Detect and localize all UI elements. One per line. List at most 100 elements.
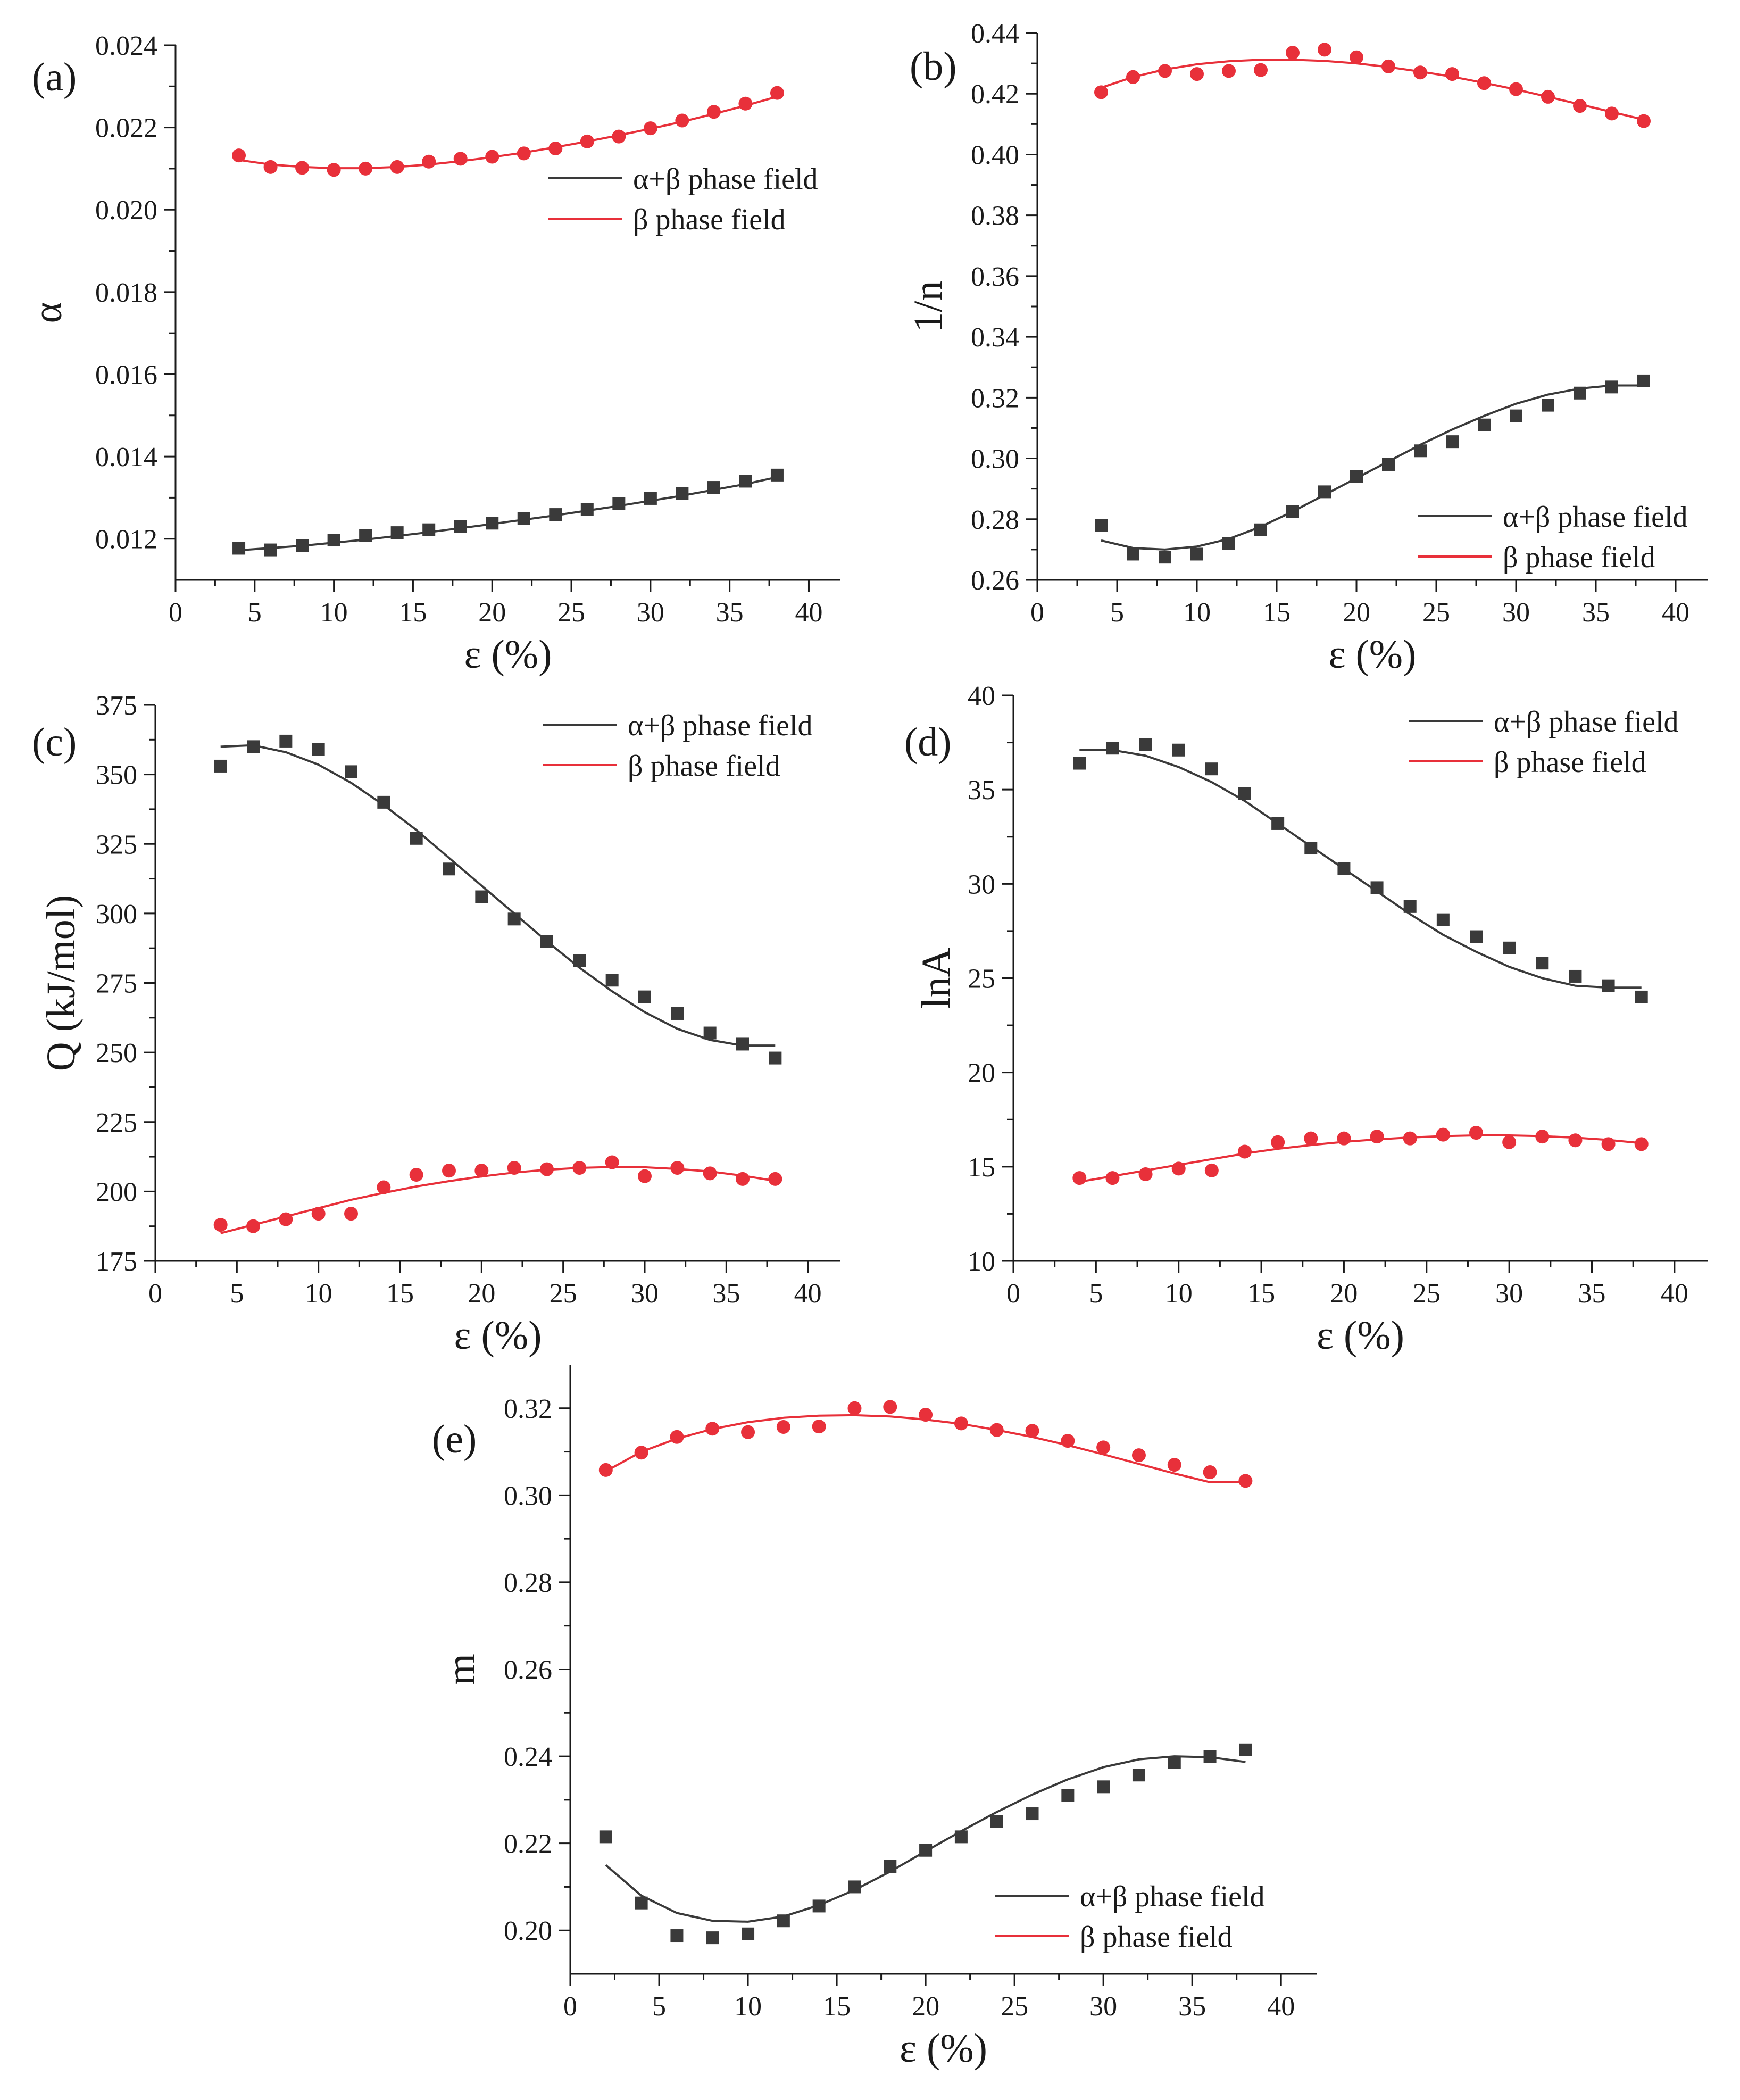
data-point-square	[422, 523, 436, 536]
data-point-square	[377, 795, 390, 809]
data-point-circle	[612, 129, 626, 144]
x-tick-label: 40	[1661, 1279, 1688, 1309]
legend-label-series-2: β phase field	[1494, 746, 1646, 779]
y-tick-label: 0.018	[95, 278, 157, 308]
data-point-square	[919, 1844, 933, 1857]
data-point-square	[1350, 470, 1363, 483]
fit-line-series-1	[1079, 749, 1642, 989]
y-tick-label: 0.32	[971, 383, 1019, 413]
data-point-square	[706, 1931, 719, 1945]
data-point-circle	[812, 1420, 826, 1434]
x-tick-label: 30	[1495, 1279, 1523, 1309]
data-point-square	[549, 508, 562, 521]
legend-label-series-1: α+β phase field	[1503, 501, 1688, 534]
x-tick-label: 0	[563, 1991, 577, 2022]
data-point-square	[580, 503, 594, 516]
data-point-circle	[776, 1420, 790, 1434]
data-point-circle	[670, 1160, 685, 1175]
data-point-square	[345, 765, 357, 778]
x-tick-label: 30	[631, 1279, 659, 1309]
y-tick-label: 10	[968, 1247, 995, 1277]
y-tick-label: 300	[96, 899, 137, 929]
data-point-square	[1286, 505, 1299, 518]
chart-panel-1: 0 5 10 15 20 25 30 35 40 0.012 0.014 0.016 0.018 0.02…	[26, 31, 840, 677]
x-tick-label: 20	[478, 597, 506, 628]
data-point-circle	[580, 134, 594, 148]
x-tick-label: 15	[1263, 597, 1291, 628]
x-tick-label: 35	[1578, 1279, 1606, 1309]
data-point-circle	[232, 148, 246, 163]
data-point-square	[214, 759, 227, 773]
data-point-square	[1503, 941, 1516, 954]
y-tick-label: 0.24	[504, 1742, 552, 1772]
data-point-circle	[1061, 1434, 1075, 1448]
panel-label: (e)	[432, 1417, 477, 1462]
data-point-square	[1238, 787, 1251, 800]
data-point-circle	[1350, 50, 1363, 64]
data-point-circle	[1271, 1135, 1285, 1149]
data-point-square	[1026, 1807, 1039, 1821]
y-axis-title: lnA	[914, 948, 959, 1008]
data-point-circle	[1025, 1424, 1039, 1438]
data-point-circle	[1573, 99, 1587, 113]
y-tick-label: 0.30	[971, 444, 1019, 475]
data-point-square	[507, 912, 521, 926]
data-point-square	[954, 1830, 968, 1844]
legend-label-series-1: α+β phase field	[628, 709, 813, 742]
panel-label: (b)	[910, 44, 957, 89]
data-point-square	[454, 520, 467, 533]
x-tick-label: 20	[1330, 1279, 1358, 1309]
data-point-square	[312, 743, 325, 756]
legend-label-series-2: β phase field	[1503, 541, 1655, 574]
y-tick-label: 0.38	[971, 201, 1019, 231]
data-point-circle	[295, 161, 310, 175]
chart-panel-3: 0 5 10 15 20 25 30 35 40 175 200 225 250 275 300 325 350…	[32, 691, 840, 1358]
y-tick-label: 0.012	[95, 525, 157, 555]
data-point-circle	[1318, 43, 1331, 57]
data-point-square	[279, 734, 293, 748]
data-point-circle	[1634, 1137, 1649, 1151]
data-point-square	[1436, 913, 1450, 926]
data-point-square	[676, 487, 689, 500]
data-point-circle	[1304, 1131, 1318, 1146]
x-tick-label: 5	[652, 1991, 666, 2022]
data-point-circle	[1167, 1458, 1181, 1472]
x-tick-label: 40	[1662, 597, 1689, 628]
data-point-circle	[1190, 67, 1204, 81]
data-point-square	[1602, 979, 1615, 992]
y-tick-label: 0.28	[504, 1568, 552, 1598]
data-point-square	[1635, 990, 1648, 1003]
x-tick-label: 10	[1165, 1279, 1193, 1309]
data-point-square	[1403, 900, 1417, 913]
y-tick-label: 0.020	[95, 195, 157, 226]
data-point-square	[777, 1914, 790, 1928]
chart-panel-2: 0 5 10 15 20 25 30 35 40 0.26 0.28 0.30 0.32 0.34 0.36…	[906, 19, 1708, 677]
data-point-square	[1205, 762, 1218, 776]
data-point-circle	[548, 142, 563, 156]
chart-panel-5: 0 5 10 15 20 25 30 35 40 0.20 0.22 0.24 0.26 0.28 0.30…	[432, 1365, 1317, 2071]
data-point-circle	[706, 105, 721, 119]
data-point-square	[1574, 386, 1586, 400]
data-point-circle	[1238, 1144, 1252, 1159]
data-point-square	[1536, 957, 1549, 970]
data-point-circle	[738, 96, 753, 111]
legend-label-series-2: β phase field	[628, 750, 780, 783]
data-point-circle	[703, 1166, 717, 1181]
data-point-square	[296, 539, 309, 552]
data-point-circle	[1445, 67, 1459, 81]
legend-label-series-1: α+β phase field	[633, 163, 818, 196]
data-point-square	[390, 526, 404, 539]
data-point-circle	[1096, 1440, 1111, 1455]
data-point-square	[327, 534, 340, 547]
data-point-square	[1061, 1789, 1075, 1802]
data-point-square	[1073, 757, 1086, 770]
x-tick-label: 15	[1247, 1279, 1275, 1309]
data-point-circle	[1072, 1171, 1087, 1185]
data-point-square	[1203, 1750, 1217, 1763]
fit-line-series-1	[220, 744, 776, 1047]
x-tick-label: 20	[468, 1279, 495, 1309]
data-point-circle	[474, 1164, 489, 1178]
data-point-circle	[1568, 1133, 1583, 1148]
chart-panel-4: 0 5 10 15 20 25 30 35 40 10 15 20 25 30 35 40 ε (%) lnA (d…	[904, 681, 1708, 1358]
